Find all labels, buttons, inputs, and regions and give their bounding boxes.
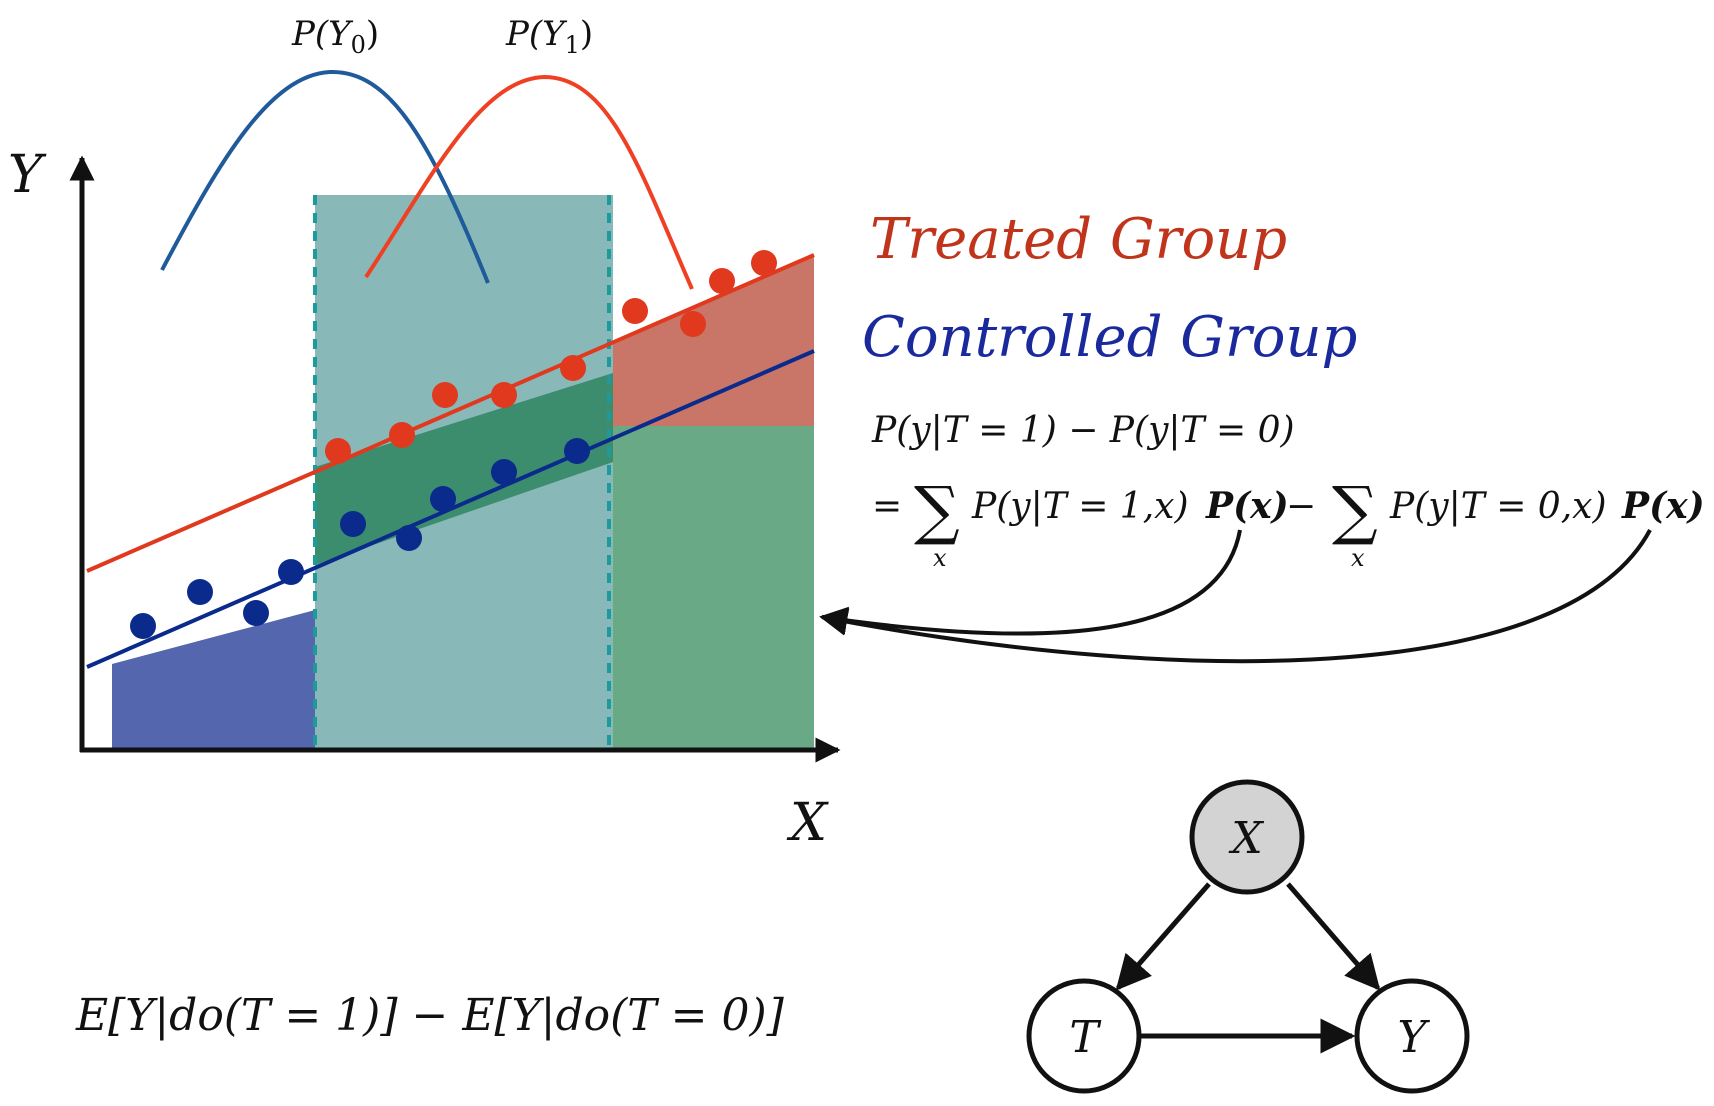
px-treated: P(x) [1205, 485, 1289, 527]
treated-points [325, 250, 777, 464]
formula-minus: − [1286, 486, 1316, 527]
do-calculus-formula: E[Y|do(T = 1)] − E[Y|do(T = 0)] [75, 990, 785, 1041]
legend-controlled: Controlled Group [862, 305, 1357, 370]
controlled-point [396, 525, 422, 551]
treated-point [389, 422, 415, 448]
p-y1-label: P(Y1) [505, 14, 593, 59]
treated-point [680, 311, 706, 337]
p-y0-curve [160, 69, 490, 284]
node-t [1026, 978, 1142, 1094]
controlled-point [243, 600, 269, 626]
node-x [1189, 779, 1305, 895]
treated-region-right-bottom [613, 426, 814, 748]
treated-region-right-top [613, 255, 814, 426]
overlap-region-between-lines [315, 373, 613, 565]
treated-point [751, 250, 777, 276]
treated-point [491, 382, 517, 408]
y-axis-label: Y [8, 145, 47, 205]
formula-line1: P(y|T = 1) − P(y|T = 0) [871, 410, 1295, 451]
formula-eq: = [872, 486, 902, 527]
arrow-from-px-controlled [819, 529, 1652, 664]
controlled-point [430, 486, 456, 512]
treated-point [622, 298, 648, 324]
formula-term2: P(y|T = 0,x) [1389, 486, 1607, 527]
controlled-region-left [112, 610, 315, 748]
treated-point [709, 268, 735, 294]
sum-index-2: x [1351, 544, 1365, 572]
p-y1-curve [364, 74, 694, 290]
node-t-label: T [1069, 1012, 1102, 1063]
arrow-from-px-treated [819, 529, 1242, 636]
node-x-label: X [1228, 813, 1264, 864]
p-y0-label: P(Y0) [291, 14, 379, 59]
edge-x-to-t [1115, 882, 1211, 991]
controlled-point [491, 459, 517, 485]
x-axis-label: X [786, 793, 829, 853]
treated-point [432, 382, 458, 408]
edge-x-to-y [1286, 882, 1381, 991]
controlled-point [278, 559, 304, 585]
controlled-point [187, 579, 213, 605]
formula-term1: P(y|T = 1,x) [971, 486, 1189, 527]
treated-regression-line [86, 253, 815, 573]
controlled-point [130, 613, 156, 639]
controlled-point [564, 438, 590, 464]
node-y-label: Y [1397, 1012, 1430, 1063]
sum-symbol-1: ∑ [914, 474, 960, 548]
treated-point [560, 355, 586, 381]
sum-symbol-2: ∑ [1332, 474, 1378, 548]
sum-index-1: x [933, 544, 947, 572]
legend-treated: Treated Group [870, 207, 1287, 272]
node-y [1354, 978, 1470, 1094]
px-controlled: P(x) [1621, 485, 1705, 527]
treated-point [325, 438, 351, 464]
controlled-point [340, 511, 366, 537]
controlled-points [130, 438, 590, 639]
